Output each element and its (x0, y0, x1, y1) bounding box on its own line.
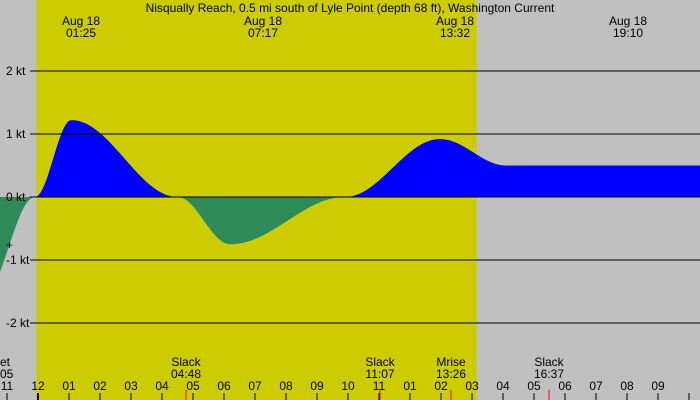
x-axis-ticks: 11 12 01 02 03 04 05 06 07 08 09 10 11 01 02 03 04 05 06 07… (1, 379, 690, 400)
event-time: 13:32 (440, 26, 470, 40)
slack-label: Mrise (436, 355, 466, 369)
slack-label: Slack (534, 355, 564, 369)
slack-time: 11:07 (365, 367, 394, 381)
event-time: 01:25 (66, 26, 96, 40)
event-date: Aug 18 (244, 14, 282, 28)
x-tick-label: 01 (403, 379, 417, 393)
slack-label: Slack (365, 355, 395, 369)
x-tick-label: 02 (434, 379, 448, 393)
slack-labels: Slack04:48Slack11:07Mrise13:26Slack16:37… (0, 355, 565, 400)
slack-time: 13:26 (436, 367, 466, 381)
x-tick-label: 05 (186, 379, 200, 393)
x-tick-label: 09 (651, 379, 665, 393)
y-tick-label: -2 kt (6, 316, 30, 330)
x-tick-label: 08 (279, 379, 293, 393)
x-tick-label: 04 (496, 379, 510, 393)
x-tick-label: 03 (465, 379, 479, 393)
y-tick-label: 1 kt (6, 127, 26, 141)
x-tick-label: 03 (124, 379, 138, 393)
y-tick-label: -1 kt (6, 253, 30, 267)
y-axis-labels: 2 kt 1 kt 0 kt -1 kt -2 kt (6, 64, 30, 330)
x-tick-label: 02 (93, 379, 107, 393)
x-tick-label: 07 (248, 379, 262, 393)
slack-time: 04:48 (171, 367, 201, 381)
x-tick-label: 06 (217, 379, 231, 393)
event-date: Aug 18 (609, 14, 647, 28)
slack-label: Slack (171, 355, 201, 369)
event-time: 07:17 (248, 26, 278, 40)
x-tick-label: 09 (310, 379, 324, 393)
current-curve-layer (0, 120, 700, 272)
x-tick-label: 06 (558, 379, 572, 393)
event-date: Aug 18 (436, 14, 474, 28)
x-tick-label: 07 (589, 379, 603, 393)
x-tick-label: 11 (1, 379, 14, 393)
y-tick-label: 2 kt (6, 64, 26, 78)
x-tick-label: 04 (155, 379, 169, 393)
x-tick-label: 11 (373, 379, 386, 393)
x-tick-label: 10 (341, 379, 355, 393)
x-tick-label: 05 (527, 379, 541, 393)
plus-marker: + (6, 238, 13, 252)
slack-time: 16:37 (534, 367, 564, 381)
y-tick-label: 0 kt (6, 190, 26, 204)
x-tick-label: 01 (62, 379, 76, 393)
event-date: Aug 18 (62, 14, 100, 28)
event-time: 19:10 (613, 26, 643, 40)
x-tick-label: 12 (31, 379, 45, 393)
edge-time: 05 (0, 367, 14, 381)
chart-title: Nisqually Reach, 0.5 mi south of Lyle Po… (146, 1, 555, 15)
gridlines (30, 70, 700, 324)
x-tick-label: 08 (620, 379, 634, 393)
flood-area (0, 120, 700, 197)
edge-label: et (0, 355, 11, 369)
